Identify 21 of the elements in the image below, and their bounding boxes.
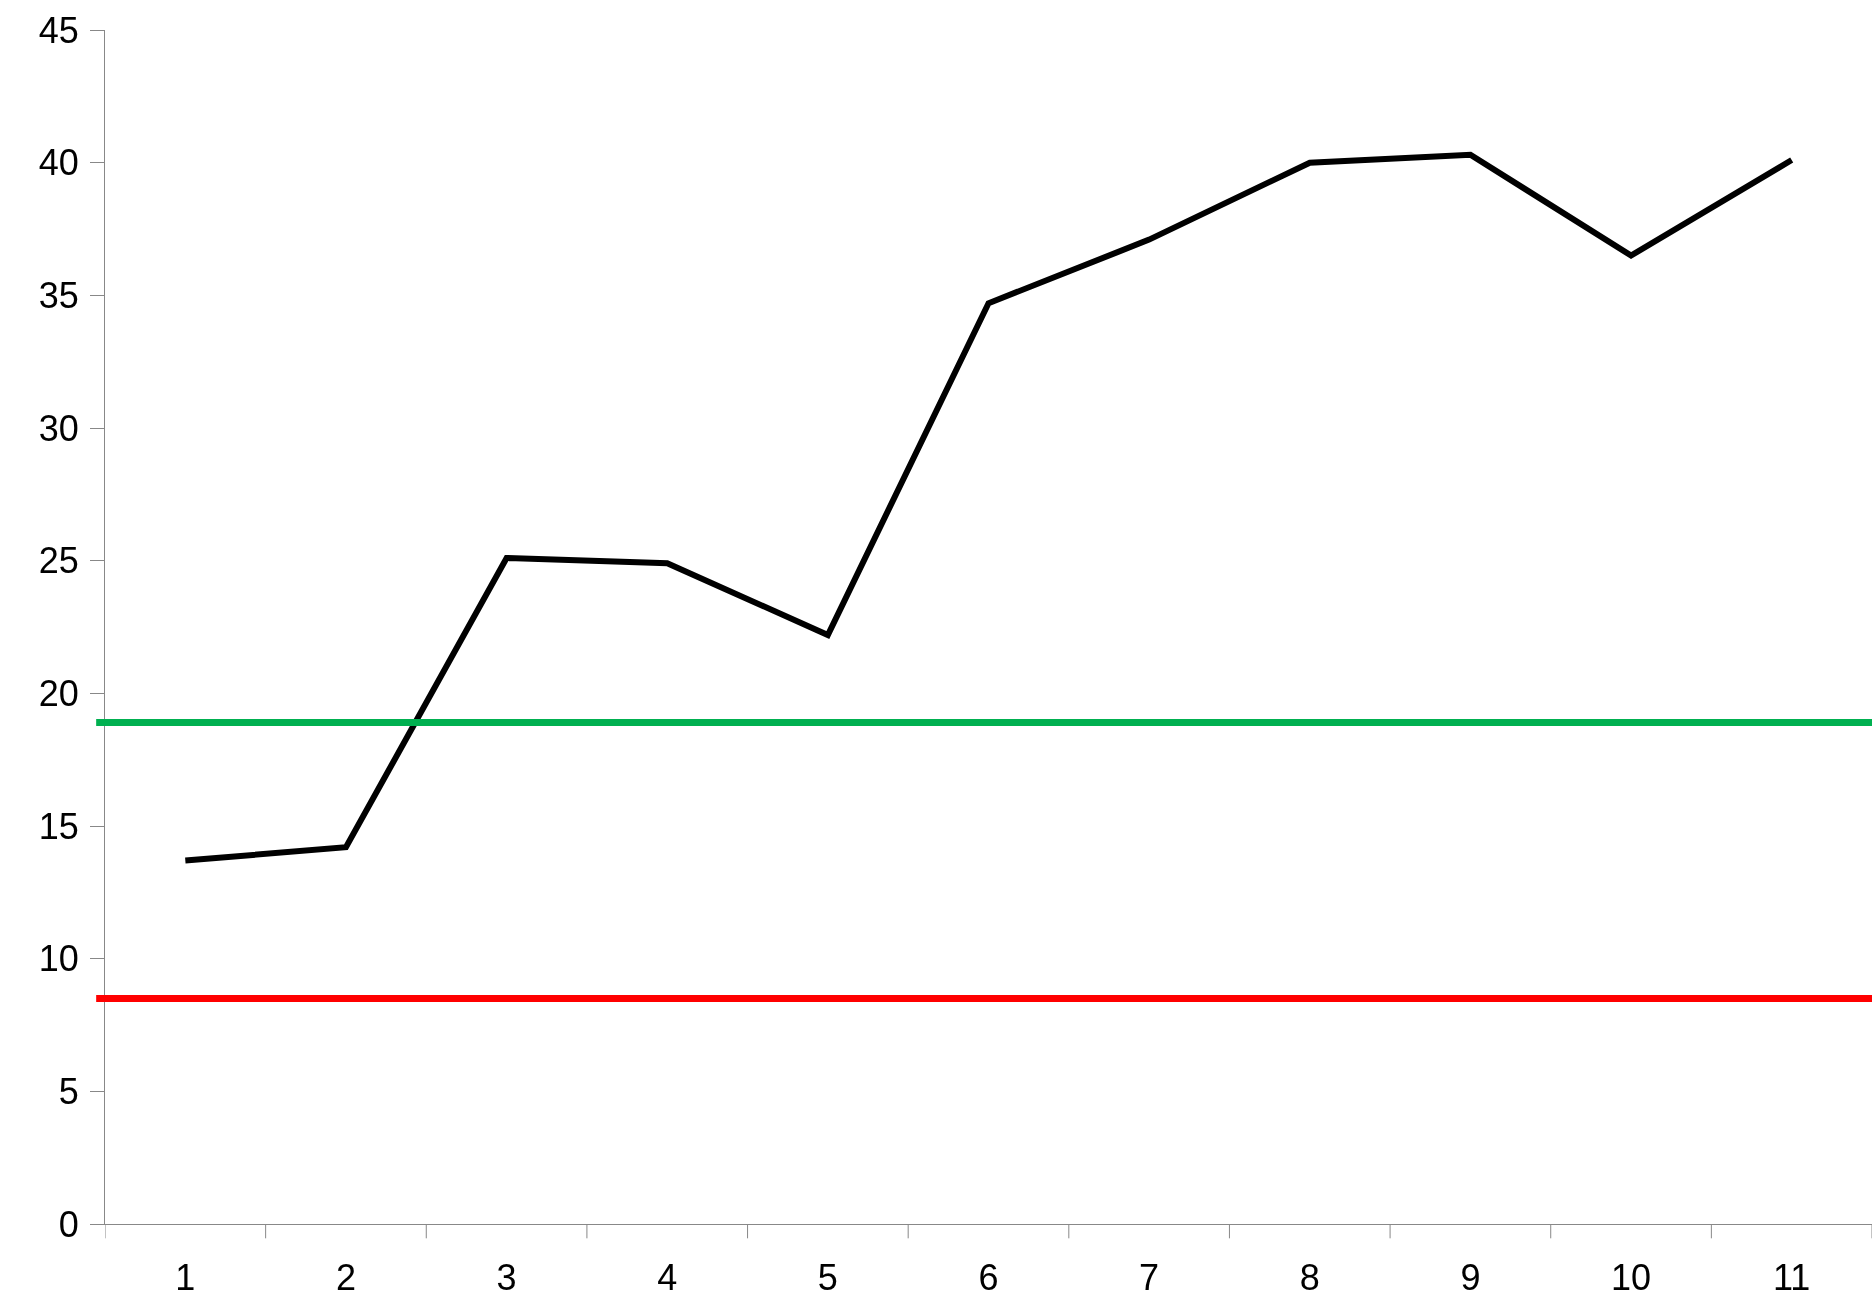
x-tick-label: 4 [657,1257,678,1299]
y-tick-label: 10 [38,938,79,980]
x-tick-label: 8 [1299,1257,1320,1299]
x-tick-label: 10 [1611,1257,1652,1299]
y-tick-label: 15 [38,805,79,847]
x-tick-label: 5 [817,1257,838,1299]
y-tick-label: 20 [38,672,79,714]
y-tick-label: 5 [58,1070,79,1112]
x-tick-label: 9 [1460,1257,1481,1299]
x-tick-label: 11 [1772,1257,1811,1299]
x-tick-label: 3 [496,1257,517,1299]
x-tick-label: 2 [335,1257,356,1299]
y-tick-label: 35 [38,274,79,316]
x-tick-label: 6 [978,1257,999,1299]
y-tick-label: 30 [38,407,79,449]
y-tick-label: 45 [38,9,79,51]
x-tick-label: 1 [175,1257,196,1299]
x-tick-label: 7 [1139,1257,1160,1299]
y-tick-label: 40 [38,142,79,184]
y-tick-label: 0 [58,1203,79,1245]
y-tick-label: 25 [38,540,79,582]
